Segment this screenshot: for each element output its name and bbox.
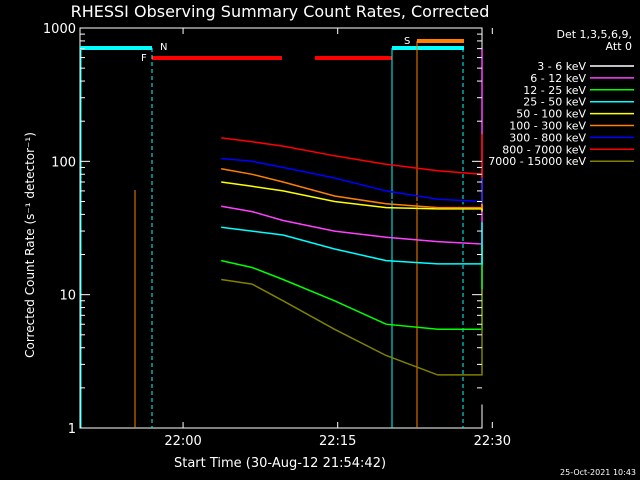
series-layer bbox=[221, 48, 483, 405]
legend-label: 6 - 12 keV bbox=[530, 72, 586, 85]
y-tick-label: 1000 bbox=[43, 22, 76, 37]
legend-label: 800 - 7000 keV bbox=[502, 143, 586, 156]
y-axis-ticks: 1 10 100 1000 bbox=[43, 22, 482, 437]
x-axis-label: Start Time (30-Aug-12 21:54:42) bbox=[174, 456, 386, 471]
legend-label: 12 - 25 keV bbox=[523, 84, 586, 97]
annotation-s: S bbox=[404, 36, 410, 47]
event-boundary-lines bbox=[80, 41, 464, 428]
legend-header-line-2: Att 0 bbox=[606, 40, 632, 53]
legend-label: 50 - 100 keV bbox=[516, 108, 586, 121]
series-line-8 bbox=[221, 278, 483, 376]
series-line-7 bbox=[221, 134, 483, 178]
footer-timestamp: 25-Oct-2021 10:43 bbox=[560, 468, 636, 477]
x-tick-label: 22:30 bbox=[474, 434, 511, 449]
annotation-f: F bbox=[141, 53, 147, 64]
series-line-4 bbox=[221, 168, 483, 212]
legend-label: 300 - 800 keV bbox=[509, 131, 586, 144]
x-tick-label: 22:15 bbox=[319, 434, 356, 449]
series-line-3 bbox=[221, 222, 483, 265]
y-tick-label: 1 bbox=[68, 422, 76, 437]
legend-label: 7000 - 15000 keV bbox=[488, 155, 586, 168]
legend-header-line-1: Det 1,3,5,6,9, bbox=[556, 28, 632, 41]
legend-label: 100 - 300 keV bbox=[509, 120, 586, 133]
y-tick-label: 100 bbox=[51, 155, 76, 170]
y-axis-label: Corrected Count Rate (s⁻¹ detector⁻¹) bbox=[23, 132, 37, 358]
annotation-n: N bbox=[160, 42, 167, 53]
legend-label: 3 - 6 keV bbox=[537, 60, 586, 73]
x-axis-ticks: 22:00 22:15 22:30 bbox=[164, 28, 511, 449]
x-tick-label: 22:00 bbox=[164, 434, 201, 449]
instrument-state-bars bbox=[80, 39, 464, 60]
plot-frame bbox=[79, 27, 483, 429]
chart-title: RHESSI Observing Summary Count Rates, Co… bbox=[71, 2, 490, 21]
y-tick-label: 10 bbox=[59, 289, 76, 304]
legend-label: 25 - 50 keV bbox=[523, 96, 586, 109]
